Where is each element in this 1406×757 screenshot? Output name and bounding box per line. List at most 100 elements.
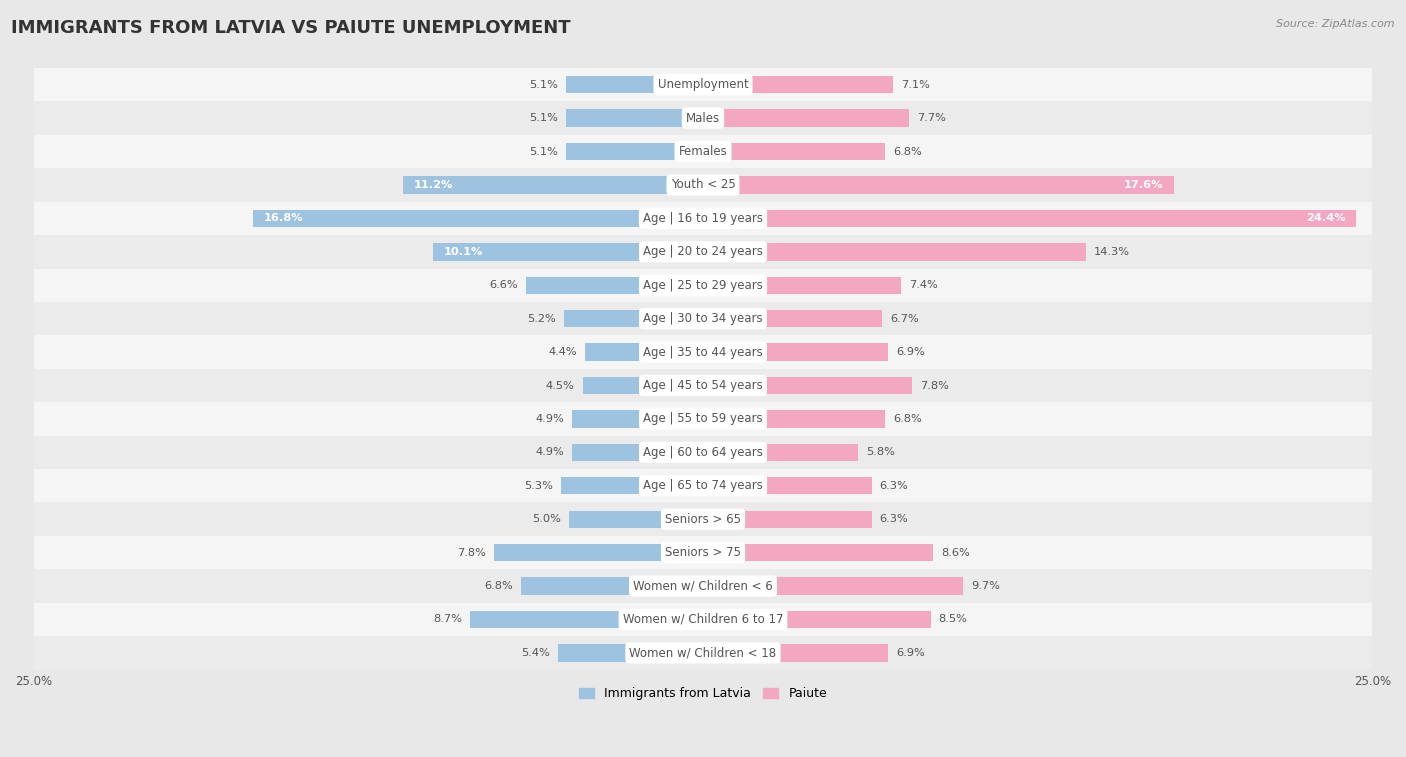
Bar	[567, 143, 703, 160]
Bar	[567, 76, 703, 93]
Text: 14.3%: 14.3%	[1094, 247, 1130, 257]
Text: 9.7%: 9.7%	[970, 581, 1000, 591]
Bar	[703, 410, 886, 428]
Bar	[703, 344, 887, 361]
Text: 7.4%: 7.4%	[910, 280, 938, 290]
Text: Age | 16 to 19 years: Age | 16 to 19 years	[643, 212, 763, 225]
Bar	[703, 544, 934, 561]
Bar	[703, 276, 901, 294]
Text: 4.9%: 4.9%	[536, 414, 564, 424]
Text: Women w/ Children 6 to 17: Women w/ Children 6 to 17	[623, 613, 783, 626]
Text: 7.7%: 7.7%	[917, 113, 946, 123]
Text: Unemployment: Unemployment	[658, 78, 748, 91]
Text: 8.7%: 8.7%	[433, 615, 463, 625]
Bar	[520, 578, 703, 595]
Bar	[703, 210, 1357, 227]
Bar	[34, 603, 1372, 636]
Bar	[564, 310, 703, 327]
Text: Age | 20 to 24 years: Age | 20 to 24 years	[643, 245, 763, 258]
Text: 6.3%: 6.3%	[880, 481, 908, 491]
Bar	[572, 444, 703, 461]
Bar	[569, 510, 703, 528]
Bar	[34, 435, 1372, 469]
Text: Women w/ Children < 6: Women w/ Children < 6	[633, 580, 773, 593]
Text: Youth < 25: Youth < 25	[671, 179, 735, 192]
Bar	[703, 644, 887, 662]
Text: Age | 30 to 34 years: Age | 30 to 34 years	[643, 312, 763, 326]
Text: 6.9%: 6.9%	[896, 648, 925, 658]
Bar	[404, 176, 703, 194]
Text: 6.8%: 6.8%	[893, 147, 922, 157]
Bar	[572, 410, 703, 428]
Bar	[253, 210, 703, 227]
Text: Age | 65 to 74 years: Age | 65 to 74 years	[643, 479, 763, 492]
Bar	[34, 536, 1372, 569]
Bar	[703, 477, 872, 494]
Text: 5.3%: 5.3%	[524, 481, 553, 491]
Bar	[34, 369, 1372, 402]
Text: Age | 60 to 64 years: Age | 60 to 64 years	[643, 446, 763, 459]
Bar	[703, 143, 886, 160]
Text: 8.5%: 8.5%	[939, 615, 967, 625]
Bar	[34, 335, 1372, 369]
Bar	[561, 477, 703, 494]
Text: 7.8%: 7.8%	[920, 381, 949, 391]
Bar	[582, 377, 703, 394]
Bar	[703, 110, 910, 127]
Text: 16.8%: 16.8%	[264, 213, 304, 223]
Bar	[34, 135, 1372, 168]
Bar	[703, 510, 872, 528]
Text: Source: ZipAtlas.com: Source: ZipAtlas.com	[1277, 19, 1395, 29]
Bar	[34, 68, 1372, 101]
Bar	[585, 344, 703, 361]
Text: Females: Females	[679, 145, 727, 158]
Bar	[34, 636, 1372, 670]
Text: 6.9%: 6.9%	[896, 347, 925, 357]
Bar	[34, 168, 1372, 201]
Bar	[34, 302, 1372, 335]
Text: Age | 45 to 54 years: Age | 45 to 54 years	[643, 379, 763, 392]
Text: 7.8%: 7.8%	[457, 547, 486, 558]
Bar	[34, 469, 1372, 503]
Text: Seniors > 75: Seniors > 75	[665, 546, 741, 559]
Text: 5.1%: 5.1%	[530, 113, 558, 123]
Bar	[703, 310, 883, 327]
Bar	[34, 235, 1372, 269]
Bar	[567, 110, 703, 127]
Text: 5.2%: 5.2%	[527, 313, 555, 324]
Text: 4.5%: 4.5%	[546, 381, 575, 391]
Text: 10.1%: 10.1%	[443, 247, 482, 257]
Text: 6.8%: 6.8%	[484, 581, 513, 591]
Bar	[703, 444, 858, 461]
Bar	[34, 402, 1372, 435]
Bar	[703, 377, 912, 394]
Text: IMMIGRANTS FROM LATVIA VS PAIUTE UNEMPLOYMENT: IMMIGRANTS FROM LATVIA VS PAIUTE UNEMPLO…	[11, 19, 571, 37]
Bar	[494, 544, 703, 561]
Text: 5.4%: 5.4%	[522, 648, 550, 658]
Text: Seniors > 65: Seniors > 65	[665, 512, 741, 525]
Text: Age | 55 to 59 years: Age | 55 to 59 years	[643, 413, 763, 425]
Text: 6.7%: 6.7%	[890, 313, 920, 324]
Bar	[34, 101, 1372, 135]
Text: 5.8%: 5.8%	[866, 447, 896, 457]
Legend: Immigrants from Latvia, Paiute: Immigrants from Latvia, Paiute	[574, 683, 832, 706]
Text: Age | 35 to 44 years: Age | 35 to 44 years	[643, 346, 763, 359]
Text: 11.2%: 11.2%	[413, 180, 453, 190]
Text: 7.1%: 7.1%	[901, 79, 929, 89]
Bar	[470, 611, 703, 628]
Bar	[703, 611, 931, 628]
Text: 5.0%: 5.0%	[533, 514, 561, 524]
Text: Males: Males	[686, 111, 720, 125]
Text: 5.1%: 5.1%	[530, 147, 558, 157]
Text: 17.6%: 17.6%	[1123, 180, 1164, 190]
Bar	[703, 578, 963, 595]
Text: 8.6%: 8.6%	[942, 547, 970, 558]
Text: 4.4%: 4.4%	[548, 347, 576, 357]
Bar	[558, 644, 703, 662]
Bar	[433, 243, 703, 260]
Bar	[34, 269, 1372, 302]
Bar	[703, 243, 1085, 260]
Text: 6.8%: 6.8%	[893, 414, 922, 424]
Bar	[34, 503, 1372, 536]
Text: 24.4%: 24.4%	[1306, 213, 1346, 223]
